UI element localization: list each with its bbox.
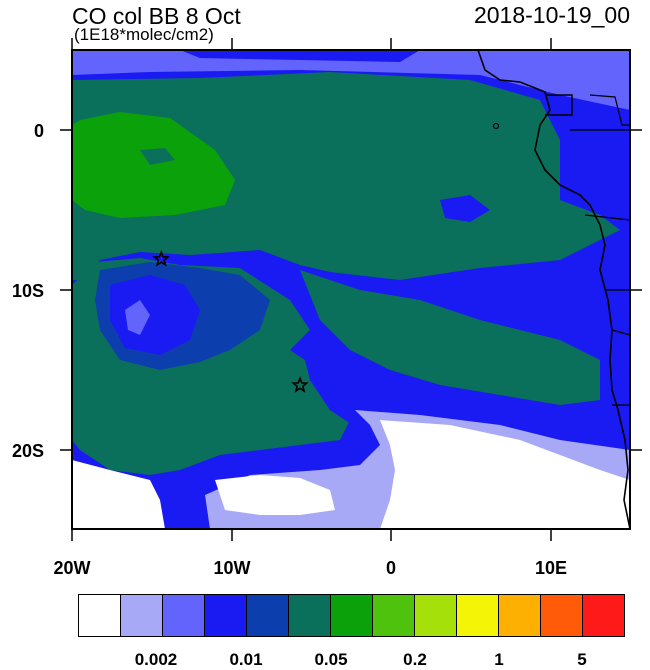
map-title: CO col BB 8 Oct (72, 3, 241, 29)
colorbar-swatch (373, 595, 415, 636)
colorbar-label: 0.05 (314, 650, 348, 669)
lat-label-0: 0 (33, 121, 44, 141)
colorbar-swatch (415, 595, 457, 636)
lon-label-10e: 10E (534, 558, 568, 578)
colorbar-swatch (541, 595, 583, 636)
colorbar-swatch (331, 595, 373, 636)
colorbar-label: 5 (577, 650, 587, 669)
lat-label-20s: 20S (11, 441, 44, 461)
colorbar-swatch (121, 595, 163, 636)
colorbar-swatch (499, 595, 541, 636)
star-marker (152, 249, 170, 267)
colorbar-swatch (583, 595, 624, 636)
datetime-label: 2018-10-19_00 (473, 2, 630, 28)
lon-label-10w: 10W (213, 558, 251, 578)
star-marker (291, 376, 309, 393)
colorbar-label: 0.01 (229, 650, 263, 669)
colorbar-label: 1 (494, 650, 504, 669)
tick-marks (60, 38, 642, 541)
colorbar-swatch (457, 595, 499, 636)
colorbar-label: 0.002 (134, 650, 178, 669)
units-label: (1E18*molec/cm2) (74, 25, 214, 44)
colorbar-swatch (247, 595, 289, 636)
lon-label-0: 0 (385, 558, 396, 578)
map-fields (72, 50, 630, 529)
colorbar-label: 0.2 (403, 650, 427, 669)
colorbar (78, 594, 625, 637)
lon-label-20w: 20W (53, 558, 91, 578)
colorbar-swatch (289, 595, 331, 636)
lat-label-10s: 10S (11, 281, 44, 301)
colorbar-swatch (205, 595, 247, 636)
marker-layer (152, 249, 309, 393)
colorbar-swatch (163, 595, 205, 636)
colorbar-swatch (79, 595, 121, 636)
